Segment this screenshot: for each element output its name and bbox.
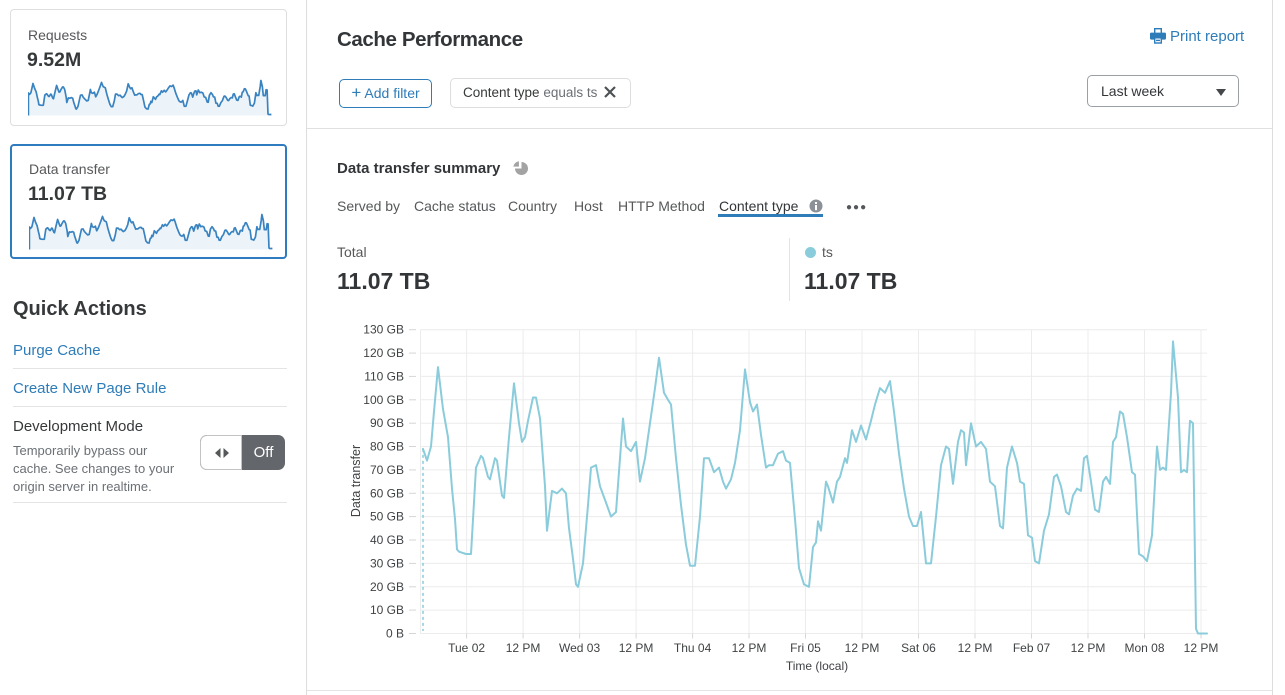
svg-text:12 PM: 12 PM: [958, 641, 993, 655]
svg-text:Thu 04: Thu 04: [674, 641, 712, 655]
svg-text:110 GB: 110 GB: [364, 369, 404, 383]
svg-text:12 PM: 12 PM: [1184, 641, 1219, 655]
svg-text:Mon 08: Mon 08: [1124, 641, 1164, 655]
svg-text:Time (local): Time (local): [786, 659, 848, 673]
svg-text:12 PM: 12 PM: [1071, 641, 1106, 655]
svg-text:12 PM: 12 PM: [506, 641, 541, 655]
svg-text:120 GB: 120 GB: [363, 346, 404, 360]
svg-text:10 GB: 10 GB: [370, 603, 404, 617]
svg-text:Feb 07: Feb 07: [1013, 641, 1051, 655]
svg-text:12 PM: 12 PM: [619, 641, 654, 655]
svg-text:Fri 05: Fri 05: [790, 641, 821, 655]
svg-text:40 GB: 40 GB: [370, 533, 404, 547]
svg-text:0 B: 0 B: [386, 627, 404, 641]
svg-text:70 GB: 70 GB: [370, 463, 404, 477]
svg-text:90 GB: 90 GB: [370, 416, 404, 430]
svg-text:100 GB: 100 GB: [363, 393, 404, 407]
svg-text:30 GB: 30 GB: [370, 556, 404, 570]
svg-text:Tue 02: Tue 02: [448, 641, 485, 655]
svg-text:Sat 06: Sat 06: [901, 641, 936, 655]
svg-text:12 PM: 12 PM: [845, 641, 880, 655]
svg-text:Data transfer: Data transfer: [349, 445, 363, 517]
svg-text:130 GB: 130 GB: [363, 323, 404, 337]
svg-text:12 PM: 12 PM: [732, 641, 767, 655]
svg-text:Wed 03: Wed 03: [559, 641, 600, 655]
svg-text:20 GB: 20 GB: [370, 580, 404, 594]
svg-text:60 GB: 60 GB: [370, 486, 404, 500]
svg-text:50 GB: 50 GB: [370, 510, 404, 524]
svg-text:80 GB: 80 GB: [370, 440, 404, 454]
